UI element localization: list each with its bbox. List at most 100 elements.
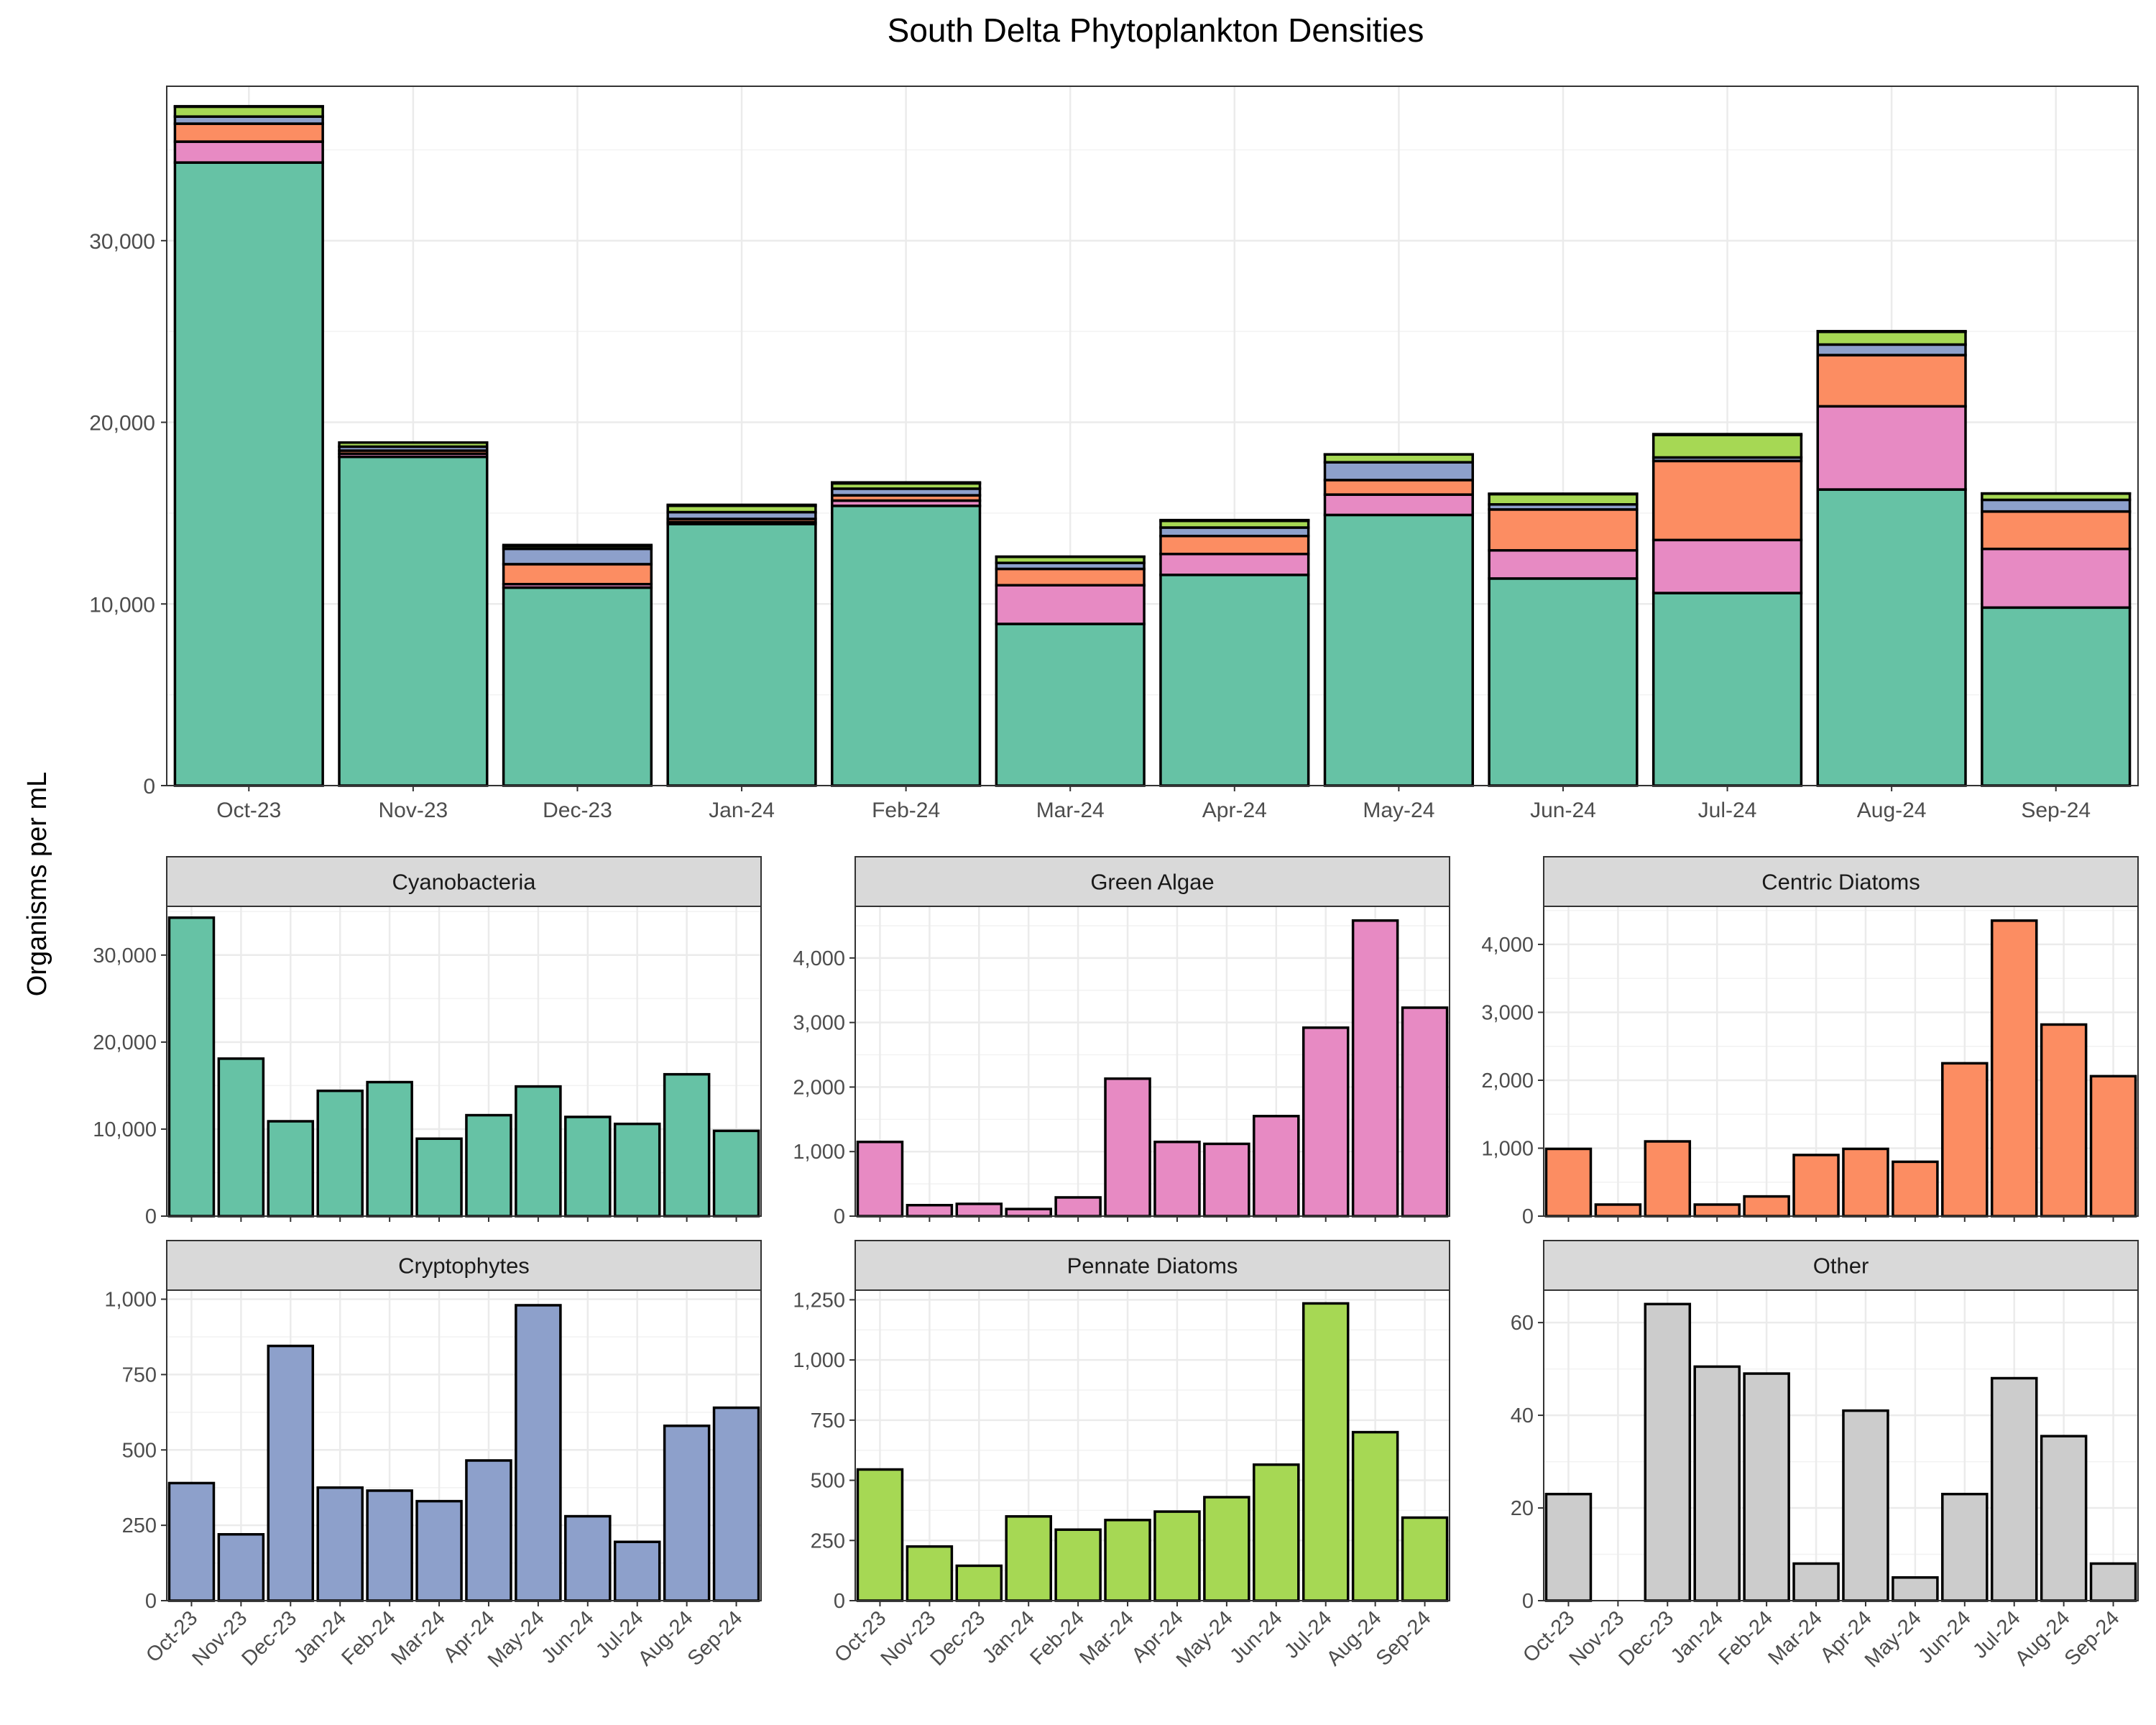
bar-cryptophytes-nov-23 — [217, 1532, 265, 1602]
facet-strip — [166, 1240, 762, 1291]
bar-centric-diatoms-apr-24 — [1842, 1147, 1889, 1218]
y-tick-label: 3,000 — [793, 1012, 845, 1035]
bar-segment-cyanobacteria — [1159, 574, 1310, 787]
bar-segment-centric-diatoms — [1159, 535, 1310, 556]
facet-strip-label: Cryptophytes — [398, 1254, 530, 1279]
bar-green-algae-jun-24 — [1253, 1115, 1300, 1218]
bar-cryptophytes-sep-24 — [712, 1406, 760, 1602]
bar-cyanobacteria-mar-24 — [415, 1137, 463, 1218]
y-tick-label: 30,000 — [93, 944, 157, 967]
stacked-bar-aug-24 — [1816, 330, 1967, 787]
bar-segment-green-algae — [1159, 553, 1310, 576]
y-tick-label: 60 — [1511, 1312, 1534, 1335]
stacked-bar-nov-23 — [338, 441, 489, 787]
x-tick-label: Mar-24 — [1036, 799, 1105, 822]
bar-cyanobacteria-jan-24 — [316, 1089, 364, 1218]
bar-segment-cyanobacteria — [1816, 488, 1967, 787]
y-tick-label: 1,000 — [793, 1349, 845, 1372]
x-tick-label: Nov-23 — [877, 1606, 941, 1670]
y-tick-label: 1,000 — [1481, 1137, 1534, 1160]
bar-segment-other — [1159, 518, 1310, 523]
y-tick-label: 4,000 — [793, 947, 845, 970]
bar-segment-centric-diatoms — [502, 563, 653, 586]
y-tick-label: 30,000 — [89, 230, 155, 254]
facet-plot-border — [166, 906, 762, 1217]
bar-cyanobacteria-sep-24 — [712, 1129, 760, 1218]
y-tick-label: 0 — [143, 775, 155, 799]
bar-green-algae-apr-24 — [1153, 1140, 1201, 1218]
bar-green-algae-may-24 — [1203, 1142, 1250, 1218]
facet-plot-background — [1544, 1290, 2138, 1601]
facet-panels: Cyanobacteria 0 10,000 20,000 30,000 Green Al… — [93, 856, 2139, 1672]
chart-title: South Delta Phytoplankton Densities — [888, 12, 1424, 49]
y-tick-label: 0 — [145, 1205, 157, 1228]
x-tick-label: Jan-24 — [978, 1606, 1039, 1668]
x-tick-label: Dec-23 — [926, 1606, 990, 1670]
stacked-bar-mar-24 — [995, 555, 1146, 787]
bar-cryptophytes-aug-24 — [663, 1424, 711, 1602]
x-tick-label: Nov-23 — [379, 799, 448, 822]
y-tick-label: 500 — [811, 1470, 845, 1493]
bar-cyanobacteria-feb-24 — [366, 1080, 413, 1218]
bar-pennate-diatoms-may-24 — [1203, 1496, 1250, 1602]
facet-plot-border — [1543, 1289, 2139, 1601]
facet-strip-label: Centric Diatoms — [1761, 870, 1920, 895]
stacked-bar-sep-24 — [1981, 492, 2132, 787]
bar-centric-diatoms-oct-23 — [1544, 1147, 1593, 1218]
stacked-bar-jan-24 — [666, 503, 817, 787]
facet-strip — [854, 1240, 1450, 1291]
bar-centric-diatoms-jul-24 — [1990, 919, 2038, 1218]
bar-segment-cryptophytes — [1323, 461, 1474, 482]
y-tick-label: 750 — [811, 1409, 845, 1432]
bar-cyanobacteria-may-24 — [515, 1085, 562, 1218]
stacked-bar-apr-24 — [1159, 518, 1310, 787]
facet-strip-label: Pennate Diatoms — [1067, 1254, 1238, 1279]
facet-strip-label: Cyanobacteria — [392, 870, 537, 895]
bar-segment-cyanobacteria — [173, 161, 324, 787]
x-tick-label: Oct-23 — [216, 799, 281, 822]
bar-segment-cryptophytes — [502, 547, 653, 566]
x-tick-label: Sep-24 — [683, 1606, 747, 1670]
x-tick-label: Jan-24 — [709, 799, 775, 822]
bar-segment-cryptophytes — [1816, 343, 1967, 356]
stacked-bar-dec-23 — [502, 543, 653, 787]
facet-strip — [166, 856, 762, 907]
x-tick-label: Mar-24 — [387, 1606, 450, 1670]
bar-other-apr-24 — [1842, 1409, 1889, 1602]
bar-cyanobacteria-aug-24 — [663, 1072, 711, 1218]
bar-segment-green-algae — [173, 140, 324, 164]
bar-segment-pennate-diatoms — [1488, 492, 1639, 506]
y-tick-label: 10,000 — [89, 593, 155, 617]
y-tick-label: 250 — [122, 1514, 157, 1537]
x-tick-label: Sep-24 — [2021, 799, 2091, 822]
y-tick-label: 40 — [1511, 1404, 1534, 1427]
x-tick-label: Jun-24 — [1530, 799, 1596, 822]
bar-segment-other — [1816, 330, 1967, 334]
stacked-bar-may-24 — [1323, 453, 1474, 787]
x-tick-label: Dec-23 — [237, 1606, 301, 1670]
bar-segment-cryptophytes — [1981, 498, 2132, 513]
facet-plot-background — [167, 1290, 761, 1601]
bar-segment-centric-diatoms — [1323, 479, 1474, 496]
x-tick-label: Dec-23 — [1614, 1606, 1678, 1670]
bar-cryptophytes-dec-23 — [267, 1344, 315, 1602]
bar-pennate-diatoms-jan-24 — [1005, 1515, 1052, 1602]
bar-segment-green-algae — [1651, 538, 1803, 594]
bar-segment-other — [1651, 433, 1803, 436]
bar-segment-pennate-diatoms — [338, 441, 489, 448]
y-tick-label: 2,000 — [1481, 1070, 1534, 1092]
y-tick-label: 0 — [1522, 1205, 1534, 1228]
bar-pennate-diatoms-aug-24 — [1351, 1430, 1399, 1602]
bar-centric-diatoms-mar-24 — [1792, 1154, 1840, 1218]
bar-other-dec-23 — [1644, 1302, 1692, 1602]
bar-other-oct-23 — [1544, 1492, 1593, 1602]
stacked-bar-oct-23 — [173, 105, 324, 787]
bar-pennate-diatoms-feb-24 — [1054, 1528, 1102, 1602]
bar-other-aug-24 — [2040, 1435, 2088, 1602]
y-tick-label: 500 — [122, 1439, 157, 1462]
bar-segment-other — [831, 481, 982, 485]
x-tick-label: Sep-24 — [2060, 1606, 2124, 1670]
bar-pennate-diatoms-jul-24 — [1302, 1302, 1350, 1602]
facet-strip — [1543, 856, 2139, 907]
